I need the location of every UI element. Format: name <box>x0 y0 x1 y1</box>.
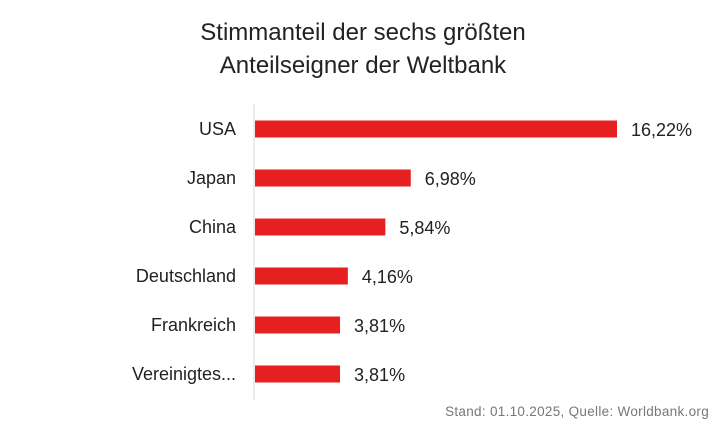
data-label: 16,22% <box>631 120 692 140</box>
data-label: 4,16% <box>362 267 413 287</box>
category-label: Deutschland <box>136 266 236 286</box>
category-label: China <box>189 217 237 237</box>
data-label: 5,84% <box>399 218 450 238</box>
data-label: 3,81% <box>354 316 405 336</box>
source-note: Stand: 01.10.2025, Quelle: Worldbank.org <box>445 404 709 419</box>
data-label: 3,81% <box>354 365 405 385</box>
category-label: USA <box>199 119 236 139</box>
chart-title: Stimmanteil der sechs größten Anteilseig… <box>0 16 726 82</box>
chart-title-line-1: Stimmanteil der sechs größten <box>200 19 526 46</box>
data-label: 6,98% <box>425 169 476 189</box>
chart-title-line-2: Anteilseigner der Weltbank <box>219 52 507 79</box>
bar-4 <box>255 316 341 334</box>
bar-0 <box>255 120 617 138</box>
bar-1 <box>255 169 411 187</box>
category-label: Frankreich <box>151 315 236 335</box>
category-label: Vereinigtes... <box>132 364 236 384</box>
bar-3 <box>255 267 348 285</box>
category-label: Japan <box>187 168 236 188</box>
bar-2 <box>255 218 386 236</box>
bar-5 <box>255 365 341 383</box>
